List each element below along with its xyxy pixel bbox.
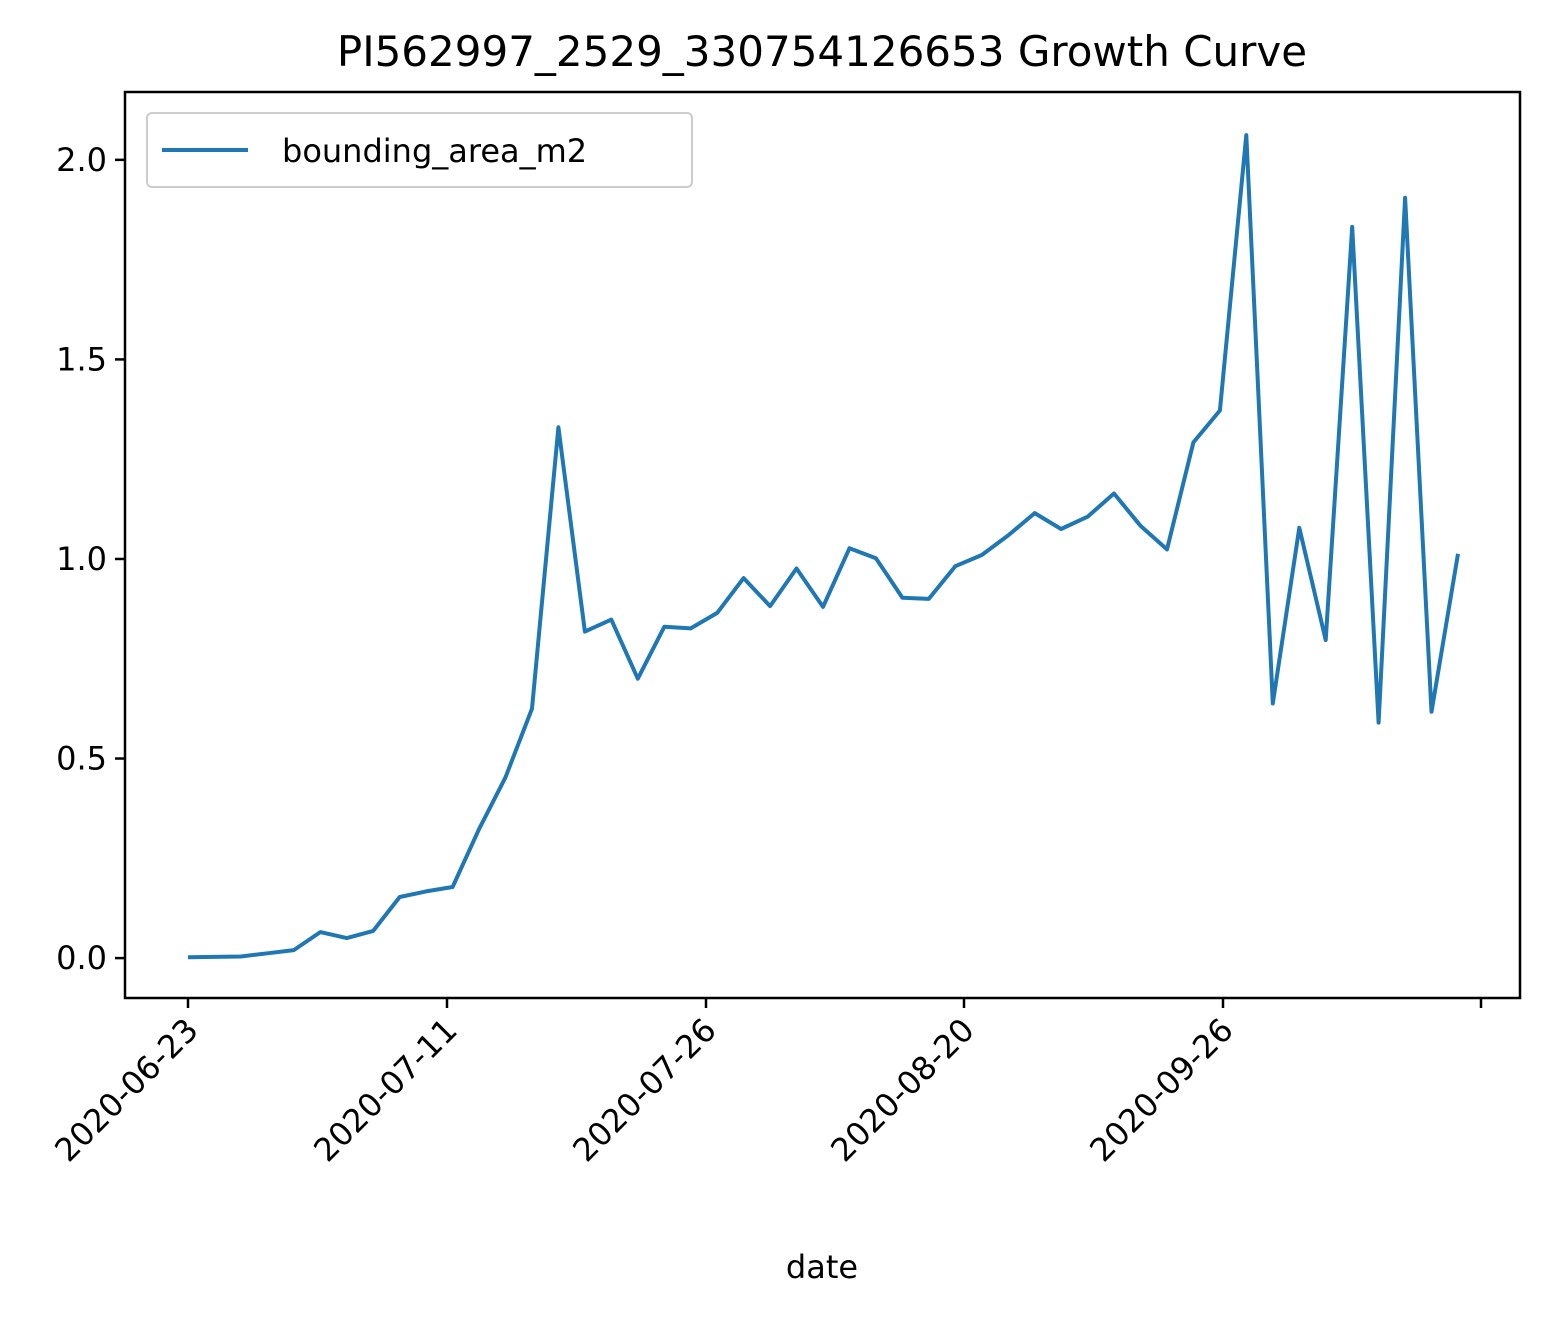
data-point (213, 955, 216, 958)
data-point (954, 565, 957, 568)
y-axis: 0.0 0.5 1.0 1.5 2.0 (56, 141, 125, 977)
plot-frame (123, 90, 1522, 1000)
data-point (742, 577, 745, 580)
legend-box (146, 112, 693, 188)
data-point (451, 886, 454, 889)
x-axis-label: date (786, 1248, 858, 1286)
data-point (1060, 528, 1063, 531)
data-point (266, 952, 269, 955)
data-point (1165, 548, 1168, 551)
data-point (372, 929, 375, 932)
data-point (795, 567, 798, 570)
data-point (769, 605, 772, 608)
y-tick-label: 0.0 (56, 939, 107, 977)
data-point (663, 625, 666, 628)
data-point (557, 426, 560, 429)
y-tick-label: 0.5 (56, 740, 107, 778)
data-point (1377, 721, 1380, 724)
data-point (425, 890, 428, 893)
data-point (239, 955, 242, 958)
data-point (636, 677, 639, 680)
data-point (927, 597, 930, 600)
data-point (610, 618, 613, 621)
data-point (1113, 492, 1116, 495)
data-point (530, 707, 533, 710)
data-point (1086, 515, 1089, 518)
data-point (187, 956, 190, 959)
x-tick-label: 2020-07-11 (306, 1011, 464, 1169)
series-layer (187, 133, 1460, 960)
x-tick-label: 2020-09-26 (1082, 1011, 1240, 1169)
data-point (1033, 512, 1036, 515)
data-point (822, 605, 825, 608)
data-point (583, 630, 586, 633)
data-point (319, 931, 322, 934)
data-point (689, 627, 692, 630)
data-point (1139, 524, 1142, 527)
data-point (345, 937, 348, 940)
data-point (901, 596, 904, 599)
y-tick-label: 1.0 (56, 540, 107, 578)
x-tick-label: 2020-08-20 (823, 1011, 981, 1169)
legend: bounding_area_m2 (146, 112, 693, 188)
x-axis: 2020-06-23 2020-07-11 2020-07-26 2020-08-20… (47, 998, 1483, 1169)
data-point (1218, 409, 1221, 412)
data-point (716, 611, 719, 614)
data-point (1404, 196, 1407, 199)
data-point (1430, 710, 1433, 713)
chart-title: PI562997_2529_330754126653 Growth Curve (337, 27, 1307, 76)
series-line-bounding-area-m2 (187, 133, 1460, 960)
data-point (874, 557, 877, 560)
data-point (1007, 534, 1010, 537)
x-tick-label: 2020-07-26 (565, 1011, 723, 1169)
data-point (1351, 225, 1354, 228)
data-point (1192, 441, 1195, 444)
data-point (478, 828, 481, 831)
data-point (398, 896, 401, 899)
data-point (1324, 638, 1327, 641)
legend-label: bounding_area_m2 (282, 132, 587, 170)
data-point (1271, 702, 1274, 705)
data-point (1298, 526, 1301, 529)
data-point (504, 776, 507, 779)
data-point (848, 547, 851, 550)
y-tick-label: 2.0 (56, 141, 107, 179)
data-point (292, 949, 295, 952)
y-tick-label: 1.5 (56, 340, 107, 378)
x-tick-label: 2020-06-23 (47, 1011, 205, 1169)
data-point (1457, 552, 1460, 555)
data-point (1245, 134, 1248, 137)
data-point (980, 553, 983, 556)
